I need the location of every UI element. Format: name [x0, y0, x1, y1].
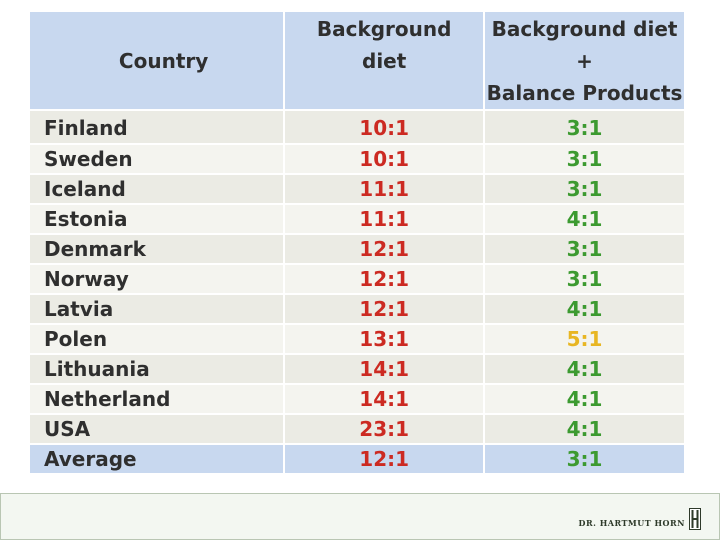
- background-ratio-cell: 12:1: [283, 263, 486, 295]
- country-cell: Norway: [27, 263, 286, 295]
- balance-ratio-cell: 5:1: [483, 323, 686, 355]
- balance-ratio-cell: 4:1: [483, 293, 686, 325]
- country-cell: Lithuania: [27, 353, 286, 385]
- author-logo-icon: [689, 508, 701, 530]
- country-cell: USA: [27, 413, 286, 445]
- background-ratio-cell: 14:1: [283, 383, 486, 415]
- table-row: Sweden 10:1 3:1: [27, 143, 686, 175]
- header-balance-line1: Background diet: [491, 16, 678, 41]
- header-balance-products: Background diet + Balance Products: [483, 10, 686, 111]
- average-label: Average: [27, 443, 286, 475]
- table-row: Netherland 14:1 4:1: [27, 383, 686, 415]
- header-balance-line2: +: [576, 48, 593, 73]
- table-row: Latvia 12:1 4:1: [27, 293, 686, 325]
- balance-ratio-cell: 4:1: [483, 413, 686, 445]
- balance-ratio-cell: 4:1: [483, 383, 686, 415]
- header-background-diet: Background diet: [283, 10, 486, 111]
- balance-ratio-cell: 3:1: [483, 173, 686, 205]
- header-country: Country: [27, 10, 286, 111]
- country-cell: Denmark: [27, 233, 286, 265]
- table-row: Polen 13:1 5:1: [27, 323, 686, 355]
- balance-ratio-cell: 3:1: [483, 143, 686, 175]
- footer-bar: DR. HARTMUT HORN: [0, 493, 720, 540]
- table-row: Lithuania 14:1 4:1: [27, 353, 686, 385]
- background-ratio-cell: 11:1: [283, 173, 486, 205]
- header-background-line1: Background: [316, 16, 452, 41]
- background-ratio-cell: 10:1: [283, 143, 486, 175]
- background-ratio-cell: 14:1: [283, 353, 486, 385]
- balance-ratio-cell: 3:1: [483, 233, 686, 265]
- country-cell: Iceland: [27, 173, 286, 205]
- background-ratio-cell: 12:1: [283, 293, 486, 325]
- table-row: Estonia 11:1 4:1: [27, 203, 686, 235]
- average-background-ratio: 12:1: [283, 443, 486, 475]
- balance-ratio-cell: 3:1: [483, 263, 686, 295]
- table-row: Norway 12:1 3:1: [27, 263, 686, 295]
- balance-ratio-cell: 4:1: [483, 203, 686, 235]
- background-ratio-cell: 13:1: [283, 323, 486, 355]
- country-cell: Estonia: [27, 203, 286, 235]
- country-cell: Netherland: [27, 383, 286, 415]
- background-ratio-cell: 23:1: [283, 413, 486, 445]
- table-row: Iceland 11:1 3:1: [27, 173, 686, 205]
- background-ratio-cell: 12:1: [283, 233, 486, 265]
- author-logo-text: DR. HARTMUT HORN: [578, 518, 685, 528]
- table-row: Denmark 12:1 3:1: [27, 233, 686, 265]
- country-cell: Sweden: [27, 143, 286, 175]
- background-ratio-cell: 10:1: [283, 109, 486, 145]
- background-ratio-cell: 11:1: [283, 203, 486, 235]
- ratio-table: Country Background diet Background diet …: [27, 10, 686, 475]
- table-header-row: Country Background diet Background diet …: [27, 10, 686, 111]
- country-cell: Polen: [27, 323, 286, 355]
- country-cell: Latvia: [27, 293, 286, 325]
- header-background-line2: diet: [362, 48, 407, 73]
- header-balance-line3: Balance Products: [486, 80, 683, 105]
- table-row: USA 23:1 4:1: [27, 413, 686, 445]
- table-row: Finland 10:1 3:1: [27, 109, 686, 145]
- balance-ratio-cell: 3:1: [483, 109, 686, 145]
- country-cell: Finland: [27, 109, 286, 145]
- balance-ratio-cell: 4:1: [483, 353, 686, 385]
- average-balance-ratio: 3:1: [483, 443, 686, 475]
- average-row: Average 12:1 3:1: [27, 443, 686, 475]
